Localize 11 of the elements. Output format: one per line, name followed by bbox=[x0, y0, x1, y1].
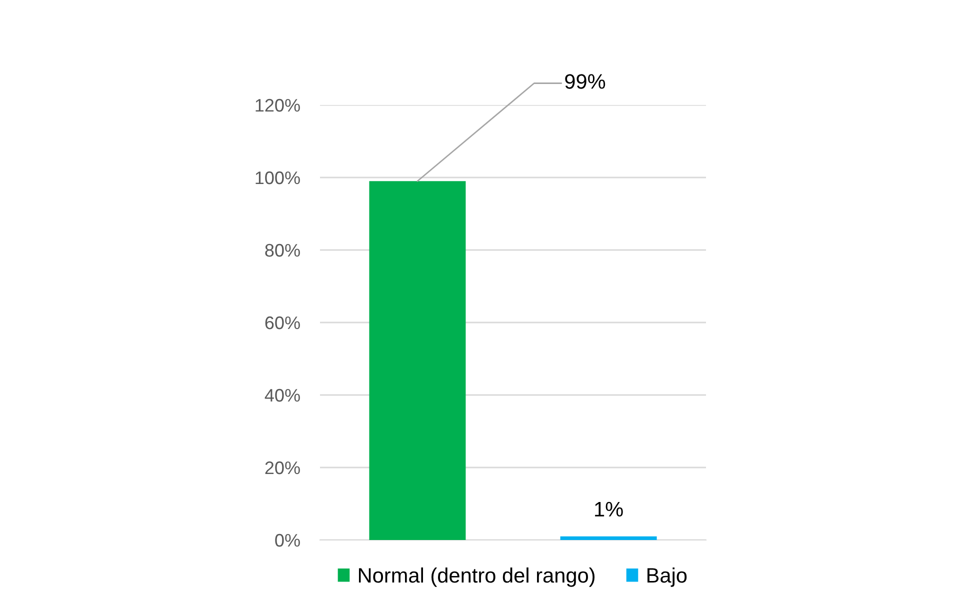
y-tick-label: 60% bbox=[265, 316, 300, 330]
y-tick-label: 0% bbox=[275, 534, 300, 547]
data-label: 1% bbox=[595, 502, 623, 517]
y-tick-label: 80% bbox=[265, 244, 300, 257]
legend-label: Normal (dentro del rango) bbox=[358, 567, 595, 587]
y-tick-label: 20% bbox=[265, 461, 300, 474]
data-label: 99% bbox=[565, 74, 606, 89]
y-tick-label: 120% bbox=[256, 98, 300, 112]
legend-label: Bajo bbox=[647, 567, 687, 587]
y-tick-label: 100% bbox=[256, 171, 300, 184]
y-tick-label: 40% bbox=[264, 388, 300, 402]
